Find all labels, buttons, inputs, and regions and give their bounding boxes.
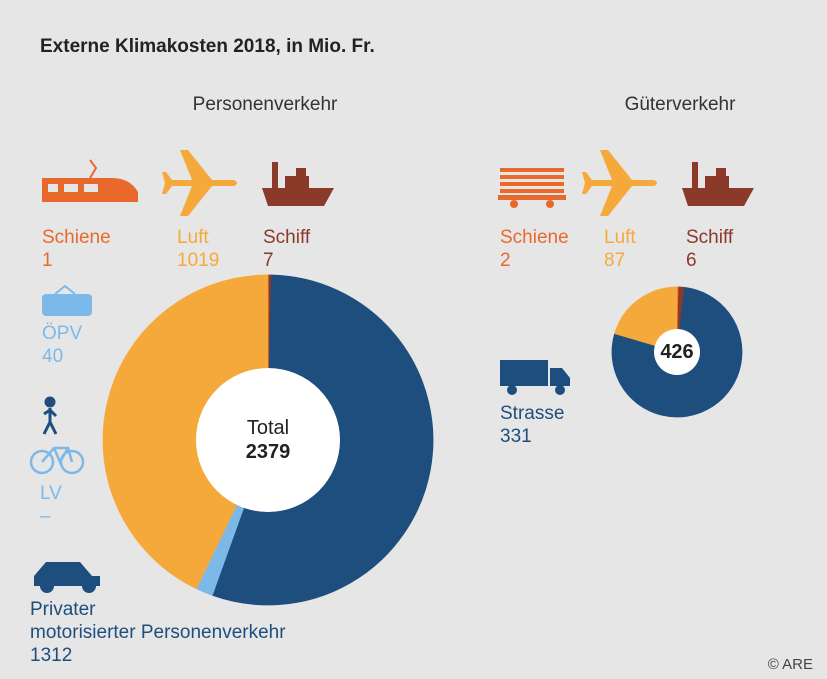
section-title: Personenverkehr — [192, 94, 338, 115]
legend-entry: Schiene 2 — [500, 226, 569, 272]
category-label: Schiff — [686, 227, 734, 248]
legend-entry: LV – — [40, 482, 62, 528]
center-total: 426 — [660, 341, 694, 363]
category-label: LV — [40, 483, 62, 504]
value-label: 7 — [263, 250, 274, 271]
value-label: 2 — [500, 250, 511, 271]
icon-ship — [682, 162, 754, 206]
icon-wagon — [498, 168, 566, 208]
icon-plane — [582, 150, 657, 216]
legend-entry: Luft 1019 — [177, 226, 219, 272]
category-label: ÖPV — [42, 323, 83, 344]
section-title: Güterverkehr — [624, 94, 736, 115]
value-label: 6 — [686, 250, 697, 271]
legend-entry: Schiff 6 — [686, 226, 733, 272]
legend-entry: ÖPV 40 — [42, 322, 82, 368]
value-label: 87 — [604, 250, 626, 271]
title: Externe Klimakosten 2018, in Mio. Fr. — [40, 36, 375, 57]
icon-train — [42, 159, 138, 202]
category-label: Schiene — [42, 227, 111, 248]
center-total: 2379 — [245, 441, 291, 463]
center-label: Total 2379 — [246, 416, 291, 464]
legend-entry: Privater motorisierter Personenverkehr 13… — [30, 598, 286, 667]
icon-ship — [262, 162, 334, 206]
credit: © ARE — [767, 656, 813, 673]
legend-entry: Strasse 331 — [500, 402, 564, 448]
category-label: Privater motorisierter Personenverkehr — [30, 599, 286, 643]
category-label: Luft — [604, 227, 636, 248]
icon-bike — [29, 446, 85, 475]
icon-car — [34, 562, 100, 593]
category-label: Schiene — [500, 227, 569, 248]
center-title: Total — [246, 417, 290, 439]
category-label: Strasse — [500, 403, 565, 424]
icon-tram — [42, 284, 92, 316]
value-label: 331 — [500, 426, 532, 447]
legend-entry: Luft 87 — [604, 226, 636, 272]
value-label: 1312 — [30, 645, 73, 666]
value-label: – — [40, 506, 51, 527]
icon-truck — [500, 360, 570, 395]
value-label: 1 — [42, 250, 53, 271]
category-label: Schiff — [263, 227, 311, 248]
legend-entry: Schiene 1 — [42, 226, 111, 272]
donut-hole — [654, 329, 700, 375]
icon-plane — [162, 150, 237, 216]
legend-entry: Schiff 7 — [263, 226, 310, 272]
value-label: 40 — [42, 346, 64, 367]
center-label: 426 — [660, 340, 693, 364]
donut-hole — [196, 368, 340, 512]
category-label: Luft — [177, 227, 209, 248]
value-label: 1019 — [177, 250, 220, 271]
icon-pedestrian — [42, 396, 58, 435]
